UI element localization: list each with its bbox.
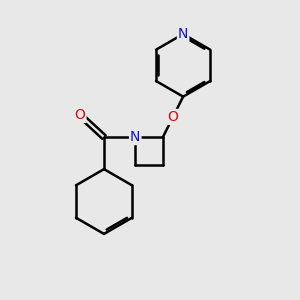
Text: O: O bbox=[168, 110, 178, 124]
Text: O: O bbox=[75, 108, 86, 122]
Text: N: N bbox=[178, 27, 188, 41]
Text: N: N bbox=[130, 130, 140, 144]
